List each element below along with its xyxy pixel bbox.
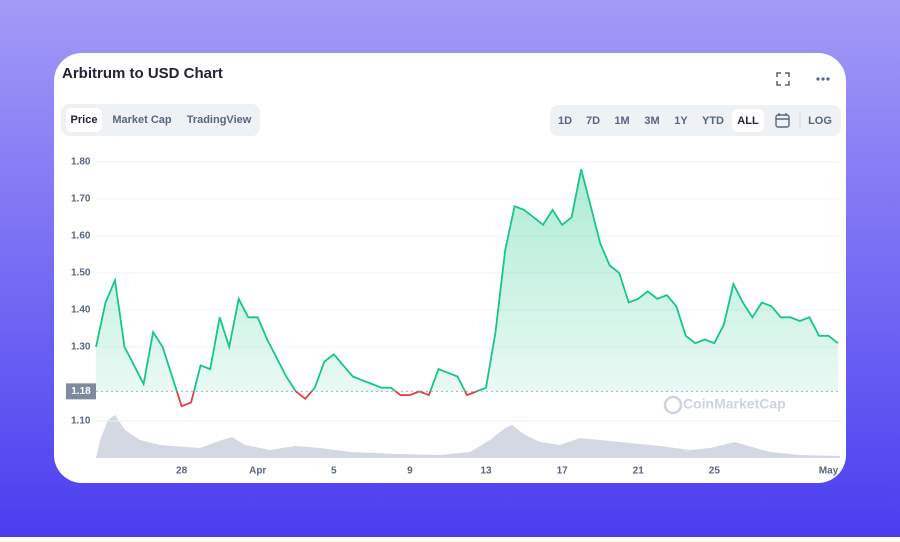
x-tick-label: 28 [176,466,188,477]
more-icon[interactable] [816,77,830,81]
range-button[interactable]: 1Y [674,115,688,127]
y-tick-label: 1.70 [71,193,91,204]
range-button[interactable]: ALL [737,115,759,127]
range-button[interactable]: 3M [644,115,659,127]
y-tick-label: 1.40 [71,305,91,316]
log-button[interactable]: LOG [808,115,832,127]
tab[interactable]: Price [71,114,98,126]
range-button[interactable]: YTD [702,115,724,127]
y-tick-label: 1.80 [71,156,91,167]
y-tick-label: 1.10 [71,416,91,427]
active-tab [66,108,102,132]
tab[interactable]: Market Cap [112,114,172,126]
range-button[interactable]: 1D [558,115,572,127]
x-tick-label: 17 [557,466,569,477]
tab-group [61,104,260,136]
x-tick-label: 9 [407,466,413,477]
x-tick-label: 13 [480,466,492,477]
range-button[interactable]: 7D [586,115,600,127]
price-line [95,168,839,392]
fullscreen-icon[interactable] [776,72,790,86]
x-tick-label: May [819,466,839,477]
chart-title: Arbitrum to USD Chart [62,65,223,82]
volume-area [96,415,840,458]
area [96,169,838,392]
baseline-label-bg [66,383,96,400]
price-line-below [175,391,480,408]
range-button[interactable]: 1M [614,115,629,127]
watermark: CoinMarketCap [683,396,786,412]
calendar-icon[interactable] [775,113,790,128]
x-tick-label: 21 [633,466,645,477]
tab[interactable]: TradingView [187,114,252,126]
watermark-logo [663,395,683,415]
y-tick-label: 1.60 [71,230,91,241]
range-group [550,105,841,136]
active-range [732,109,764,132]
x-tick-label: Apr [249,466,266,477]
x-tick-label: 5 [331,466,337,477]
x-tick-label: 25 [709,466,721,477]
y-tick-label: 1.50 [71,268,91,279]
baseline-label: 1.18 [71,386,91,397]
y-tick-label: 1.30 [71,342,91,353]
